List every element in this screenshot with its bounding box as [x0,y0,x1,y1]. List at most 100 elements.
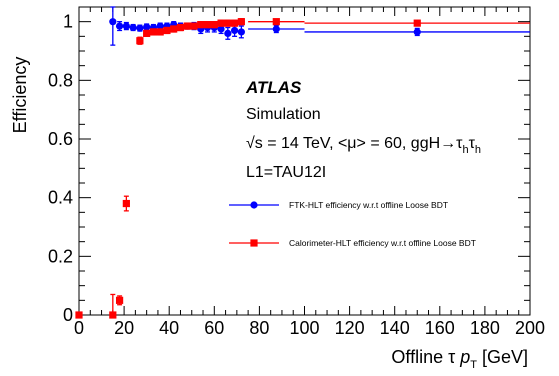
data-point [237,18,245,26]
marker-square [217,19,225,27]
conditions-label: √s = 14 TeV, <μ> = 60, ggH→τhτh [246,135,481,156]
data-point [248,18,305,26]
y-tick-label: 0 [63,305,73,325]
marker-square [224,19,232,27]
legend-label: Calorimeter-HLT efficiency w.r.t offline… [289,238,476,248]
data-point [143,23,151,31]
x-tick-label: 140 [380,318,410,338]
data-point [129,23,137,32]
x-axis-title: Offline τ pT [GeV] [391,347,528,371]
data-point [149,28,158,36]
trigger-label: L1=TAU12I [246,164,326,181]
x-axis-title-unit: [GeV] [477,347,528,367]
marker-square [149,28,158,36]
marker-circle [156,22,164,30]
data-point [109,293,117,319]
series-calorimeter-hlt [75,18,530,319]
marker-circle [413,28,421,36]
marker-circle [224,29,232,37]
legend: FTK-HLT efficiency w.r.t offline Loose B… [229,200,476,248]
marker-square [156,28,164,36]
x-axis-title-prefix: Offline τ [391,347,460,367]
marker-square [203,21,212,29]
marker-circle [136,24,144,32]
marker-square [109,311,117,319]
marker-square [163,26,171,35]
data-point [163,26,171,35]
x-tick-label: 0 [74,318,84,338]
legend-entry: FTK-HLT efficiency w.r.t offline Loose B… [229,200,448,210]
y-tick-label: 1 [63,12,73,32]
marker-square [122,199,130,208]
marker-square [136,37,144,45]
marker-square [272,18,280,26]
marker-circle [217,25,225,33]
legend-entry: Calorimeter-HLT efficiency w.r.t offline… [229,238,476,248]
data-point [237,25,245,39]
data-point [122,195,130,212]
data-point [304,27,530,37]
data-point [136,24,144,32]
conditions-tau: τ [469,135,476,152]
data-point [75,311,83,319]
marker-square [75,311,83,319]
marker-square [183,22,191,30]
data-point [304,19,530,27]
x-tick-label: 60 [204,318,224,338]
marker-circle [272,25,280,33]
conditions-sub2: h [475,144,481,156]
x-tick-label: 80 [249,318,269,338]
data-point [176,23,185,32]
data-point [115,21,124,32]
legend-label: FTK-HLT efficiency w.r.t offline Loose B… [289,200,448,210]
marker-square [230,19,239,27]
series-layer [75,6,530,319]
marker-square [176,23,185,32]
marker-circle [129,23,137,32]
data-point [122,21,130,31]
marker-circle [143,23,151,31]
marker-square [170,25,178,33]
marker-square [190,22,198,30]
conditions-prefix: √s = 14 TeV, <μ> = 60, ggH→τ [246,135,463,152]
y-tick-label: 0.4 [48,188,73,208]
simulation-label: Simulation [246,106,321,123]
marker-square [413,19,421,27]
marker-circle [109,18,117,26]
marker-square [143,29,151,37]
x-tick-label: 40 [159,318,179,338]
legend-marker-circle [250,201,258,209]
atlas-label: ATLAS [245,78,302,97]
data-point [210,21,218,29]
data-point [156,22,164,30]
data-point [156,28,164,36]
x-tick-label: 120 [335,318,365,338]
axis-tick-labels: 0 20 40 60 80 100 120 140 160 180 200 0 0.2 0.4 0.6 0.8… [48,12,545,338]
data-point [217,19,225,27]
marker-square [210,21,218,29]
x-axis-title-sub: T [470,359,477,371]
data-point [115,295,124,306]
data-point [203,21,212,29]
x-axis-title-p: p [459,347,470,367]
marker-circle [115,22,124,30]
data-point [224,19,232,27]
y-tick-label: 0.8 [48,70,73,90]
data-point [170,25,178,33]
marker-circle [237,28,245,36]
x-tick-label: 180 [470,318,500,338]
data-point [224,26,232,40]
marker-square [197,21,205,29]
data-point [143,29,151,37]
data-point [109,6,117,46]
marker-circle [230,26,239,35]
marker-square [237,18,245,26]
x-tick-label: 100 [289,318,319,338]
y-axis-title: Efficiency [10,57,30,134]
data-point [248,24,305,34]
data-point [190,22,198,30]
legend-marker-square [250,239,258,247]
conditions-sub1: h [462,144,468,156]
data-point [230,19,239,27]
